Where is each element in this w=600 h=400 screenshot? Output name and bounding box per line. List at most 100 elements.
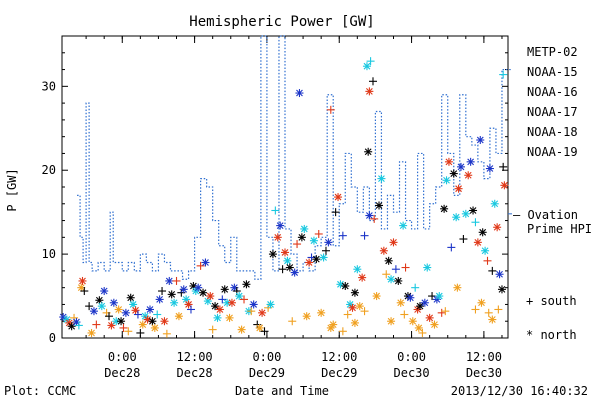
data-point [428,292,437,301]
data-point [268,250,277,259]
star-stroke [117,317,125,325]
data-point [387,317,396,326]
data-point [499,70,508,79]
data-point [485,164,494,173]
data-point [80,287,89,296]
data-point [293,240,302,249]
star-stroke [149,317,156,325]
star-stroke [496,270,503,278]
data-point [305,258,314,267]
star-stroke [185,301,192,308]
data-point [360,231,369,240]
data-point [497,285,506,294]
star-stroke [129,301,137,308]
star-stroke [221,285,229,293]
star-stroke [256,324,264,332]
star-stroke [385,257,393,265]
star-stroke [399,222,407,229]
data-point [449,169,458,178]
star-stroke [453,284,461,292]
data-point [411,283,420,292]
data-point [314,229,323,238]
data-point [321,246,330,255]
star-stroke [250,301,258,308]
star-stroke [238,326,245,334]
star-stroke [387,317,395,325]
star-stroke [274,233,282,241]
data-point [379,246,388,255]
star-stroke [443,176,450,184]
legend-entry-noaa-16: NOAA-16 [527,85,578,99]
star-stroke [286,264,294,271]
data-point [126,293,135,302]
data-point [172,276,181,285]
data-point [365,211,374,220]
data-point [471,305,480,314]
star-stroke [341,282,349,290]
star-stroke [334,193,342,201]
marker-legend: + south * north [526,294,577,342]
star-stroke [351,319,359,327]
y-tick-label: 30 [42,79,56,93]
data-point [121,308,130,317]
star-stroke [303,312,311,320]
data-point [490,199,499,208]
data-point [227,298,236,307]
data-point [420,298,429,307]
x-tick-date-label: Dec28 [177,366,213,380]
star-stroke [190,282,197,290]
star-stroke [479,228,487,236]
data-point [338,327,347,336]
data-point [440,204,449,213]
y-tick-label: 0 [49,331,56,345]
star-stroke [452,213,460,221]
star-stroke [161,317,168,325]
star-stroke [230,284,238,292]
star-stroke [141,312,149,320]
star-stroke [175,312,183,320]
data-point [160,317,169,326]
star-stroke [122,309,130,317]
data-point [466,157,475,166]
data-point [162,329,171,338]
data-point [92,320,101,329]
data-point [488,315,497,324]
star-stroke [199,289,207,297]
y-axis-label: P [GW] [5,168,19,211]
data-point [368,77,377,86]
star-stroke [284,257,291,265]
data-point [258,308,267,317]
data-point [242,280,251,289]
star-stroke [491,200,499,208]
star-stroke [146,306,154,313]
data-point [89,307,98,316]
star-stroke [353,265,361,273]
star-stroke [214,314,221,322]
star-stroke [88,329,95,337]
data-point [362,62,371,71]
star-stroke [498,285,506,293]
star-stroke [478,299,485,307]
data-point [384,256,393,265]
data-point [416,302,425,311]
star-stroke [194,284,202,292]
data-point [179,285,188,294]
data-point [476,136,485,145]
data-point [165,276,174,285]
star-stroke [431,321,438,328]
data-point [500,181,509,190]
data-point [469,206,478,215]
data-point [105,312,114,321]
data-point [260,327,269,336]
data-point [471,218,480,227]
star-stroke [269,250,277,258]
data-point [281,248,289,257]
data-point [271,206,280,215]
star-stroke [182,296,190,303]
star-stroke [337,280,344,288]
star-stroke [298,233,306,241]
star-stroke [488,316,496,323]
data-point [317,308,326,317]
data-point [477,298,486,307]
star-stroke [406,294,414,302]
